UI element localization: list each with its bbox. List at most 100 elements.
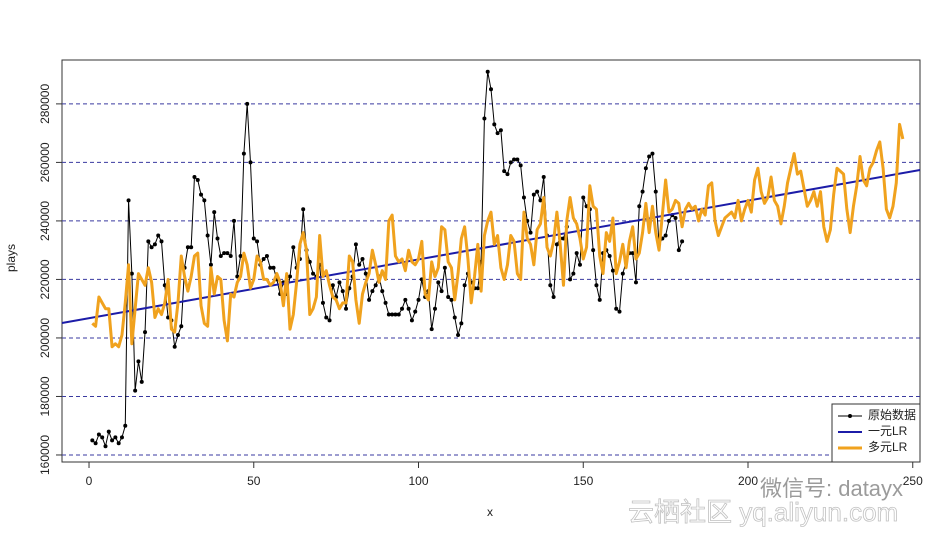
series-line (91, 122, 905, 349)
data-point (429, 327, 434, 332)
data-point (367, 297, 372, 302)
data-point (344, 306, 349, 311)
data-point (199, 192, 204, 197)
data-point (353, 242, 358, 247)
y-tick-label: 280000 (38, 84, 52, 124)
data-point (113, 435, 118, 440)
data-point (502, 169, 507, 174)
data-point (357, 262, 362, 267)
data-point (439, 289, 444, 294)
data-point (126, 198, 131, 203)
data-point (189, 245, 194, 250)
legend-label: 原始数据 (868, 407, 916, 422)
data-point (413, 309, 418, 314)
data-point (449, 297, 454, 302)
data-point (129, 271, 134, 276)
data-point (459, 321, 464, 326)
data-point (264, 254, 269, 259)
data-point (630, 251, 635, 256)
data-point (205, 233, 210, 238)
data-point (617, 309, 622, 314)
data-point (505, 172, 510, 177)
data-point (577, 262, 582, 267)
data-point (456, 333, 461, 338)
data-point (320, 300, 325, 305)
data-point (581, 195, 586, 200)
data-point (446, 294, 451, 299)
data-point (146, 239, 151, 244)
data-point (288, 274, 293, 279)
data-point (235, 274, 240, 279)
data-point (492, 122, 497, 127)
data-point (96, 432, 101, 437)
data-point (241, 151, 246, 156)
data-point (215, 236, 220, 241)
data-point (594, 283, 599, 288)
data-point (551, 294, 556, 299)
y-tick-label: 180000 (38, 376, 52, 416)
data-point (538, 198, 543, 203)
series-line (61, 169, 921, 325)
data-point (152, 242, 157, 247)
x-tick-label: 200 (738, 474, 758, 488)
data-point (330, 283, 335, 288)
data-point (337, 280, 342, 285)
data-point (136, 359, 141, 364)
data-point (363, 271, 368, 276)
data-point (462, 283, 467, 288)
plot-frame (61, 59, 921, 463)
data-point (640, 189, 645, 194)
data-point (607, 254, 612, 259)
data-point (307, 259, 312, 264)
data-point (185, 245, 190, 250)
x-tick-label: 0 (86, 474, 93, 488)
data-point (218, 254, 223, 259)
data-point (172, 344, 177, 349)
data-point (222, 251, 227, 256)
data-point (442, 265, 447, 270)
data-point (143, 330, 148, 335)
data-point (192, 175, 197, 180)
data-point (436, 280, 441, 285)
legend-marker (848, 414, 852, 418)
data-point (139, 379, 144, 384)
data-point (159, 239, 164, 244)
data-point (110, 438, 115, 443)
data-point (663, 233, 668, 238)
data-point (106, 429, 111, 434)
x-tick-label: 150 (573, 474, 593, 488)
data-point (620, 271, 625, 276)
data-point (498, 128, 503, 133)
data-point (554, 242, 559, 247)
data-point (301, 207, 306, 212)
legend-label: 多元LR (868, 440, 908, 454)
data-point (156, 233, 161, 238)
data-point (100, 435, 105, 440)
data-point (231, 218, 236, 223)
data-point (633, 280, 638, 285)
data-point (643, 166, 648, 171)
data-point (195, 177, 200, 182)
x-tick-label: 250 (903, 474, 923, 488)
data-point (637, 204, 642, 209)
data-point (521, 195, 526, 200)
data-point (179, 324, 184, 329)
data-point (93, 441, 98, 446)
data-point (574, 251, 579, 256)
y-tick-label: 200000 (38, 318, 52, 358)
data-point (291, 245, 296, 250)
data-point (119, 435, 124, 440)
data-point (647, 154, 652, 159)
data-point (666, 218, 671, 223)
data-point (133, 388, 138, 393)
watermark: 微信号: datayx (760, 476, 903, 501)
data-point (248, 160, 253, 165)
data-point (508, 160, 513, 165)
data-point (360, 256, 365, 261)
data-point (268, 265, 273, 270)
data-point (103, 444, 108, 449)
data-point (212, 210, 217, 215)
data-point (571, 271, 576, 276)
data-point (400, 306, 405, 311)
